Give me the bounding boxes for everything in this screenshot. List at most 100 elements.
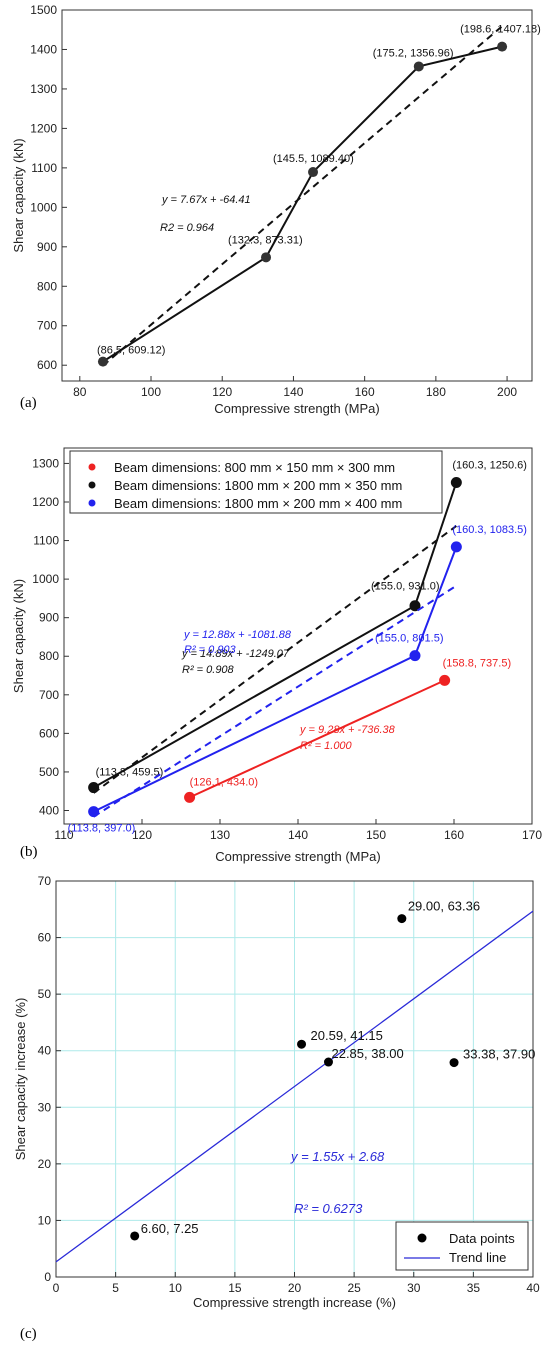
point-label: 33.38, 37.90 — [463, 1047, 535, 1062]
x-tick-label: 80 — [73, 385, 87, 399]
series-line — [189, 679, 446, 799]
legend-label: Trend line — [449, 1250, 506, 1265]
data-point — [450, 476, 462, 488]
r-squared-label: R² = 0.908 — [182, 664, 235, 676]
panel-label: (b) — [20, 844, 38, 860]
legend-label: Beam dimensions: 1800 mm × 200 mm × 400 … — [114, 496, 402, 511]
legend-marker — [417, 1233, 427, 1243]
x-tick-label: 120 — [212, 385, 232, 399]
x-tick-label: 100 — [141, 385, 161, 399]
point-label: 20.59, 41.15 — [311, 1028, 383, 1043]
y-tick-label: 1100 — [33, 534, 59, 548]
r-squared-label: R² = 0.903 — [184, 644, 237, 656]
data-point — [497, 41, 508, 52]
trend-line — [55, 910, 534, 1263]
trend-equation: y = 12.88x + -1081.88 — [183, 629, 292, 641]
r-squared-label: R² = 1.000 — [300, 740, 353, 752]
x-tick-label: 130 — [210, 828, 230, 842]
x-tick-label: 200 — [497, 385, 517, 399]
x-tick-label: 20 — [288, 1281, 302, 1295]
point-label: (126.1, 434.0) — [190, 776, 259, 788]
data-point — [261, 252, 272, 263]
data-point — [449, 1058, 459, 1068]
legend-marker — [88, 499, 96, 507]
x-tick-label: 40 — [526, 1281, 540, 1295]
r-squared-label: R² = 0.6273 — [294, 1201, 363, 1216]
legend-box — [69, 450, 443, 514]
y-tick-label: 1200 — [32, 495, 59, 509]
trend-equation: y = 1.55x + 2.68 — [290, 1149, 385, 1164]
y-tick-label: 1100 — [31, 161, 57, 175]
data-point — [97, 356, 108, 367]
plot-frame — [61, 9, 533, 382]
x-tick-label: 5 — [112, 1281, 119, 1295]
legend-label: Beam dimensions: 800 mm × 150 mm × 300 m… — [114, 460, 395, 475]
y-tick-label: 60 — [38, 931, 52, 945]
legend-box — [395, 1221, 529, 1271]
y-tick-label: 1500 — [30, 3, 57, 17]
legend-label: Data points — [449, 1231, 515, 1246]
trend-line — [102, 25, 503, 367]
x-axis-label: Compressive strength (MPa) — [215, 849, 380, 864]
point-label: 22.85, 38.00 — [331, 1046, 403, 1061]
x-tick-label: 140 — [288, 828, 308, 842]
y-tick-label: 0 — [44, 1270, 51, 1284]
y-tick-label: 50 — [38, 987, 52, 1001]
panel-label: (a) — [20, 395, 37, 411]
y-tick-label: 400 — [39, 804, 59, 818]
y-tick-label: 900 — [39, 611, 59, 625]
x-axis-label: Compressive strength (MPa) — [214, 401, 379, 416]
x-tick-label: 110 — [54, 828, 73, 842]
point-label: (86.5, 609.12) — [97, 345, 165, 357]
chart-a: 80 100 120 140 160 180 200 600 700 800 900 1000 1100… — [11, 3, 541, 416]
y-tick-label: 600 — [39, 726, 59, 740]
y-axis-label: Shear capacity (kN) — [11, 579, 26, 693]
y-tick-label: 700 — [37, 319, 57, 333]
data-point — [413, 61, 424, 72]
y-tick-label: 900 — [37, 240, 57, 254]
r-squared-label: R2 = 0.964 — [160, 222, 214, 234]
data-point — [439, 674, 451, 686]
x-tick-label: 25 — [347, 1281, 361, 1295]
y-tick-label: 20 — [38, 1157, 52, 1171]
panel-label: (c) — [20, 1326, 37, 1342]
x-tick-label: 15 — [228, 1281, 242, 1295]
data-point — [88, 806, 100, 818]
data-point — [409, 650, 421, 662]
x-tick-label: 150 — [366, 828, 386, 842]
legend-marker — [88, 463, 96, 471]
y-tick-label: 40 — [38, 1044, 52, 1058]
legend-label: Beam dimensions: 1800 mm × 200 mm × 350 … — [114, 478, 402, 493]
y-tick-label: 800 — [37, 279, 57, 293]
y-tick-label: 10 — [38, 1213, 52, 1227]
chart-b: 110 120 130 140 150 160 170 400 500 600 700 800 900 1… — [11, 447, 542, 864]
data-point — [297, 1039, 307, 1049]
y-tick-label: 500 — [39, 765, 59, 779]
y-tick-label: 1000 — [32, 572, 59, 586]
trend-line — [93, 525, 457, 794]
point-label: 29.00, 63.36 — [408, 899, 480, 914]
data-point — [450, 541, 462, 553]
point-label: (145.5, 1089.40) — [273, 153, 354, 165]
legend-marker — [88, 481, 96, 489]
data-point — [88, 782, 100, 794]
x-tick-label: 160 — [355, 385, 375, 399]
data-point — [308, 167, 319, 178]
point-label: (113.8, 397.0) — [68, 823, 136, 835]
data-point — [409, 600, 421, 612]
y-axis-label: Shear capacity increase (%) — [13, 998, 28, 1161]
x-tick-label: 120 — [132, 828, 152, 842]
point-label: (155.0, 931.0) — [371, 581, 440, 593]
y-axis-label: Shear capacity (kN) — [11, 138, 26, 252]
data-point — [397, 914, 407, 924]
x-axis-label: Compressive strength increase (%) — [193, 1295, 396, 1310]
y-tick-label: 600 — [37, 358, 57, 372]
y-tick-label: 1300 — [32, 456, 59, 470]
y-tick-label: 1400 — [30, 42, 57, 56]
trend-line — [93, 584, 457, 818]
data-point — [130, 1231, 140, 1241]
x-tick-label: 170 — [522, 828, 542, 842]
point-label: (160.3, 1250.6) — [452, 459, 527, 471]
chart-c: 0 5 10 15 20 25 30 35 40 0 10 20 30 40 50 60 70 Compressi… — [13, 874, 540, 1342]
y-tick-label: 700 — [39, 688, 59, 702]
